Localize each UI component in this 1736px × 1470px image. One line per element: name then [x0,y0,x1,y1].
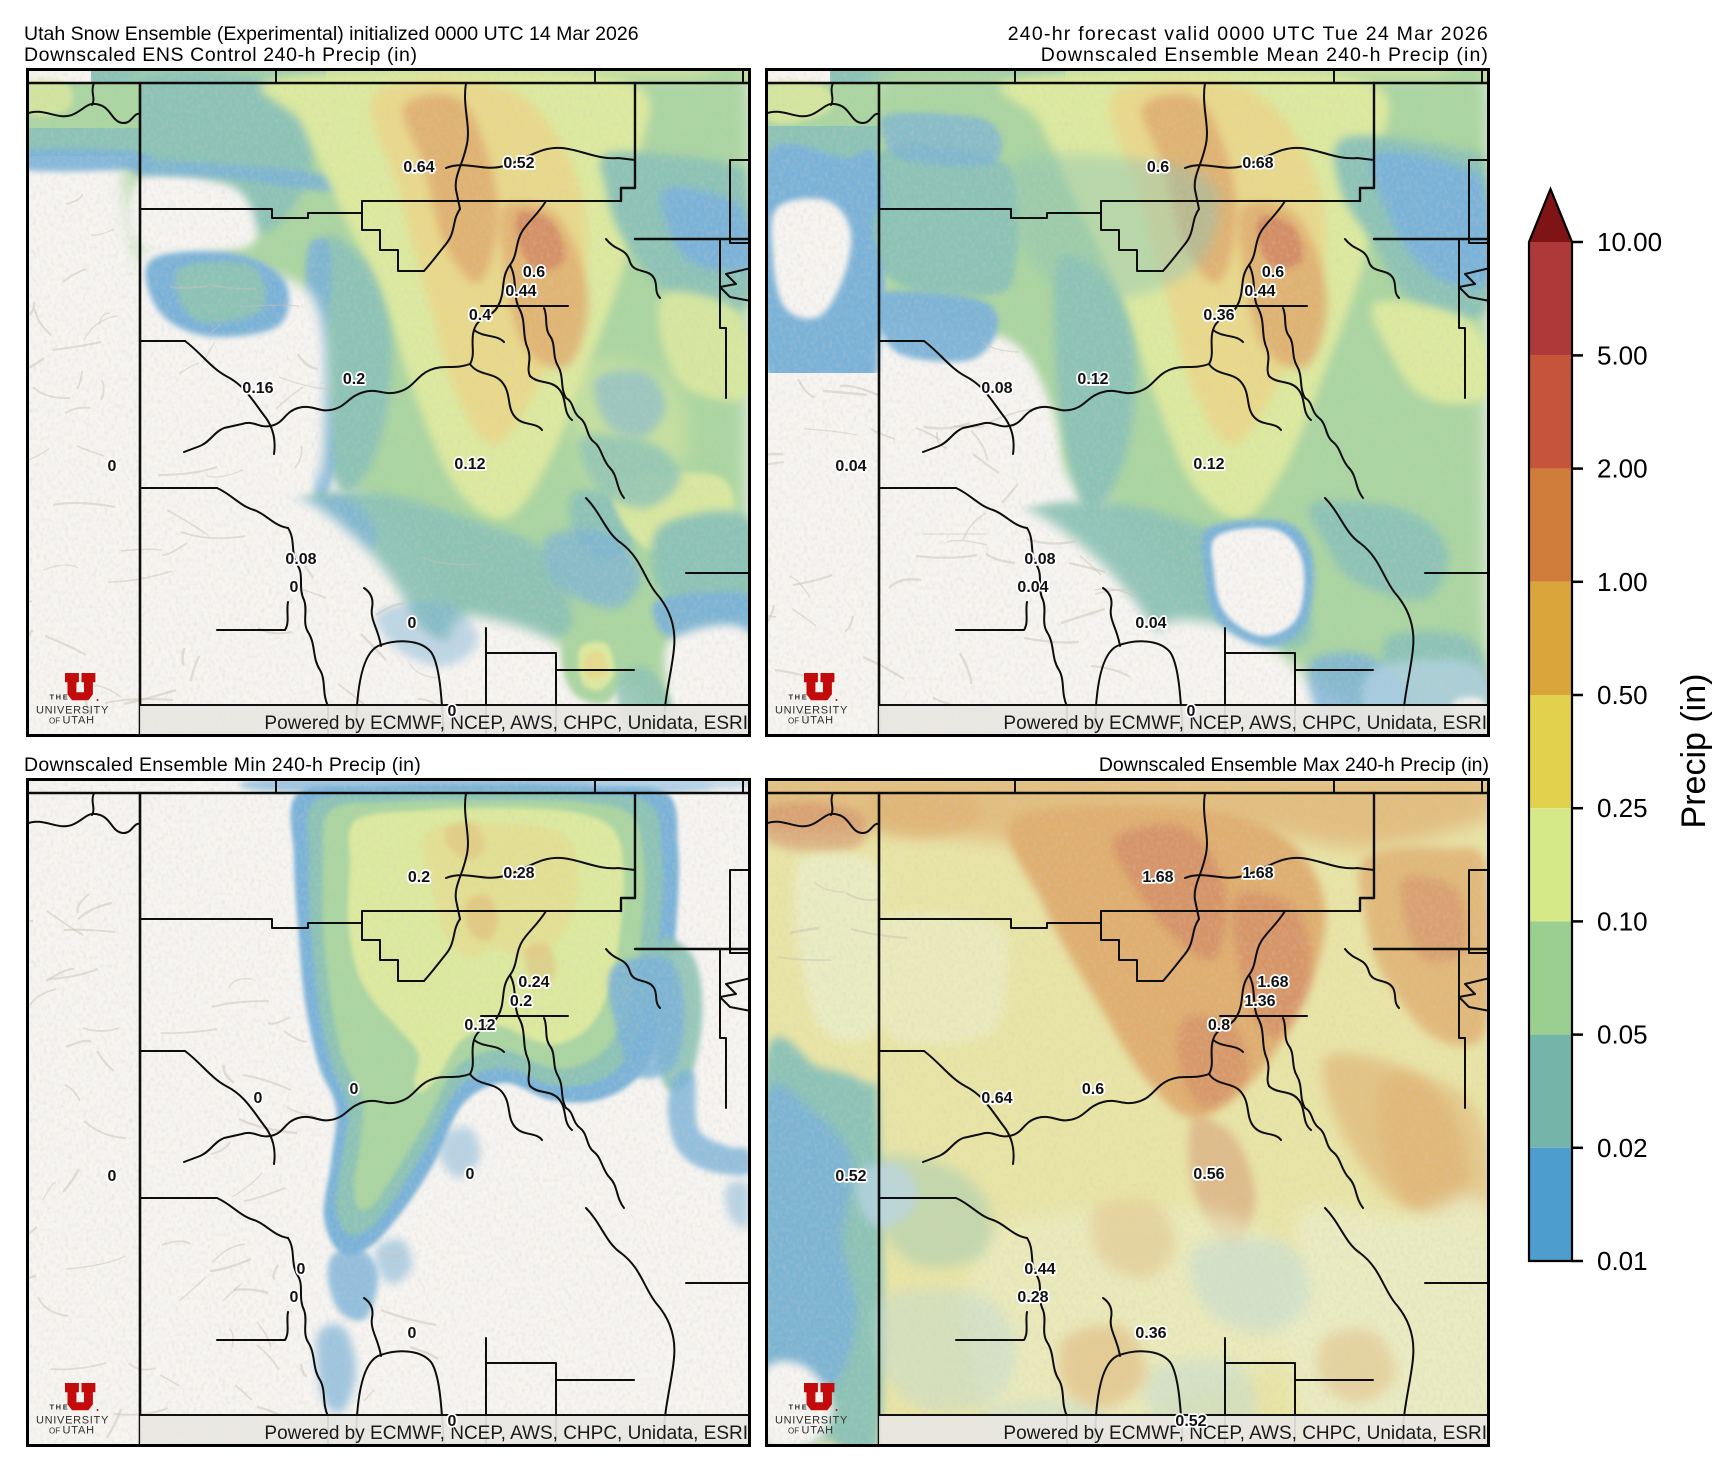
svg-text:0.2: 0.2 [343,371,365,388]
svg-text:2.00: 2.00 [1597,454,1648,484]
svg-text:0.24: 0.24 [518,974,549,991]
svg-text:0: 0 [1187,703,1196,720]
svg-text:THE: THE [50,1403,70,1412]
svg-text:UNIVERSITY: UNIVERSITY [775,705,848,717]
svg-text:0.12: 0.12 [1193,456,1224,473]
svg-text:0: 0 [448,1413,457,1430]
svg-text:UTAH: UTAH [63,715,95,727]
svg-text:0.36: 0.36 [1203,307,1234,324]
svg-text:0.16: 0.16 [242,380,273,397]
svg-text:0.52: 0.52 [1175,1413,1206,1430]
svg-text:UNIVERSITY: UNIVERSITY [36,1415,109,1427]
svg-text:0.44: 0.44 [505,283,536,300]
svg-text:0.08: 0.08 [1024,551,1055,568]
svg-text:0.12: 0.12 [1077,371,1108,388]
svg-text:0: 0 [448,703,457,720]
svg-text:THE: THE [789,693,809,702]
svg-text:Powered by ECMWF, NCEP, AWS, C: Powered by ECMWF, NCEP, AWS, CHPC, Unida… [1003,1423,1487,1444]
svg-text:10.00: 10.00 [1597,227,1662,257]
svg-text:OF: OF [49,717,60,726]
svg-text:0.36: 0.36 [1135,1325,1166,1342]
svg-text:UNIVERSITY: UNIVERSITY [775,1415,848,1427]
svg-text:0.6: 0.6 [1082,1081,1104,1098]
svg-text:0.08: 0.08 [285,551,316,568]
svg-text:0: 0 [350,1081,359,1098]
svg-text:0: 0 [290,1289,299,1306]
svg-text:0.6: 0.6 [1147,159,1169,176]
svg-text:0.2: 0.2 [408,869,430,886]
svg-text:0.44: 0.44 [1024,1261,1055,1278]
svg-text:1.68: 1.68 [1242,865,1273,882]
svg-text:0.44: 0.44 [1244,283,1275,300]
svg-text:0.8: 0.8 [1208,1017,1230,1034]
svg-text:THE: THE [50,693,70,702]
svg-text:0.6: 0.6 [523,264,545,281]
svg-text:0.01: 0.01 [1597,1246,1648,1276]
svg-text:OF: OF [788,1427,799,1436]
svg-text:5.00: 5.00 [1597,340,1648,370]
svg-text:1.68: 1.68 [1257,974,1288,991]
svg-text:Powered by ECMWF, NCEP, AWS, C: Powered by ECMWF, NCEP, AWS, CHPC, Unida… [1003,713,1487,734]
svg-text:Powered by ECMWF, NCEP, AWS, C: Powered by ECMWF, NCEP, AWS, CHPC, Unida… [264,713,748,734]
svg-text:Powered by ECMWF, NCEP, AWS, C: Powered by ECMWF, NCEP, AWS, CHPC, Unida… [264,1423,748,1444]
svg-text:OF: OF [49,1427,60,1436]
svg-text:1.36: 1.36 [1244,993,1275,1010]
svg-text:0.64: 0.64 [403,159,434,176]
svg-text:UTAH: UTAH [802,1425,834,1437]
svg-text:0.68: 0.68 [1242,155,1273,172]
svg-text:0.04: 0.04 [1135,615,1166,632]
svg-text:0.25: 0.25 [1597,793,1648,823]
svg-text:THE: THE [789,1403,809,1412]
svg-text:1.68: 1.68 [1142,869,1173,886]
svg-text:0.12: 0.12 [454,456,485,473]
svg-text:0.28: 0.28 [503,865,534,882]
svg-text:0.52: 0.52 [503,155,534,172]
svg-text:0.56: 0.56 [1193,1166,1224,1183]
svg-text:0: 0 [254,1090,263,1107]
svg-text:0.2: 0.2 [510,993,532,1010]
svg-text:0: 0 [290,579,299,596]
svg-text:0.05: 0.05 [1597,1020,1648,1050]
svg-text:OF: OF [788,717,799,726]
svg-text:0: 0 [408,1325,417,1342]
svg-text:0.50: 0.50 [1597,680,1648,710]
svg-text:0: 0 [297,1261,306,1278]
svg-text:0.64: 0.64 [981,1090,1012,1107]
svg-text:UTAH: UTAH [802,715,834,727]
svg-text:UTAH: UTAH [63,1425,95,1437]
svg-text:0.12: 0.12 [464,1017,495,1034]
svg-text:0.28: 0.28 [1017,1289,1048,1306]
svg-text:0.10: 0.10 [1597,906,1648,936]
svg-text:0.08: 0.08 [981,380,1012,397]
svg-text:0: 0 [408,615,417,632]
svg-text:0: 0 [466,1166,475,1183]
svg-text:Precip (in): Precip (in) [1675,674,1713,829]
svg-text:0.4: 0.4 [469,307,491,324]
svg-text:0.6: 0.6 [1262,264,1284,281]
svg-text:0: 0 [108,458,117,475]
svg-text:0.04: 0.04 [1017,579,1048,596]
svg-text:UNIVERSITY: UNIVERSITY [36,705,109,717]
svg-text:0.04: 0.04 [835,458,866,475]
svg-text:0.02: 0.02 [1597,1133,1648,1163]
svg-text:0: 0 [108,1168,117,1185]
svg-text:1.00: 1.00 [1597,567,1648,597]
svg-text:0.52: 0.52 [835,1168,866,1185]
